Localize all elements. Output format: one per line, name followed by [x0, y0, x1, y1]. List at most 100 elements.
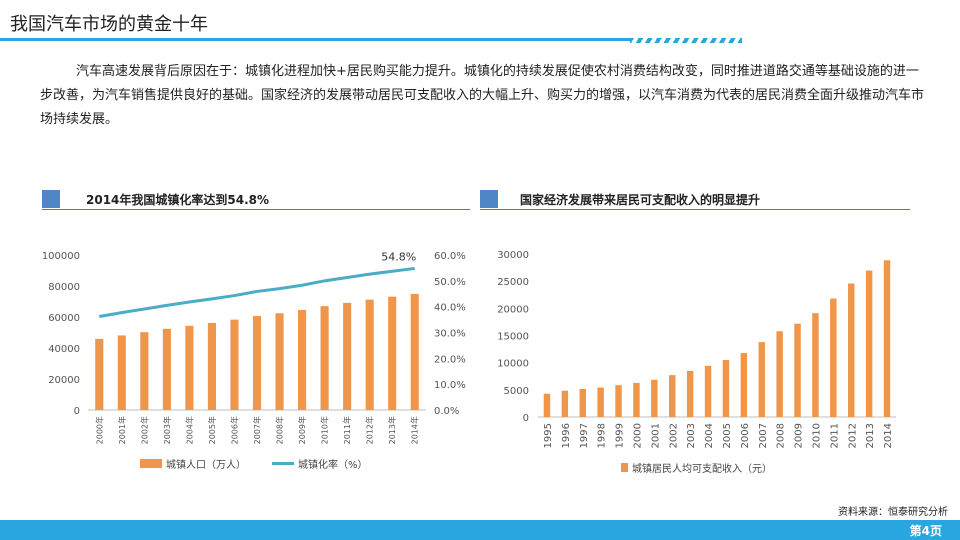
- x-tick-label: 2001: [650, 423, 661, 448]
- y-tick-label: 15000: [497, 332, 529, 343]
- x-tick-label: 2002年: [139, 416, 149, 444]
- x-tick-label: 2003: [686, 423, 697, 448]
- x-tick-label: 2001年: [117, 416, 127, 444]
- bar: [320, 306, 329, 410]
- x-tick-label: 2000年: [94, 416, 104, 444]
- chart2-title: 国家经济发展带来居民可支配收入的明显提升: [520, 193, 761, 207]
- x-tick-label: 1997: [579, 423, 590, 448]
- x-tick-label: 2006: [740, 423, 751, 448]
- y2-tick-label: 10.0%: [434, 380, 466, 391]
- bar: [758, 342, 765, 417]
- bar: [561, 390, 569, 417]
- bar: [865, 270, 873, 417]
- y-tick-label: 0: [74, 406, 80, 417]
- y2-tick-label: 20.0%: [434, 354, 466, 365]
- legend-swatch-income: [621, 463, 628, 472]
- x-tick-label: 2009: [794, 423, 805, 448]
- bar: [722, 359, 730, 417]
- title-rule: [0, 38, 630, 41]
- bar: [252, 316, 262, 410]
- x-tick-label: 2003年: [162, 416, 172, 444]
- bar: [162, 328, 171, 410]
- x-tick-label: 2006年: [229, 416, 239, 444]
- panel-marker-right: [480, 190, 498, 208]
- y-tick-label: 5000: [504, 386, 529, 397]
- income-chart: 0 5000 10000 15000 20000 25000 30000 1995 1996 19…: [497, 250, 896, 475]
- bar: [776, 331, 783, 417]
- x-tick-label: 2012年: [365, 416, 375, 444]
- bar: [686, 370, 694, 417]
- x-tick-label: 1996: [561, 423, 572, 448]
- bar: [597, 387, 604, 417]
- x-tick-label: 2004年: [184, 416, 194, 444]
- bar: [579, 388, 586, 417]
- x-tick-label: 2007: [758, 423, 769, 448]
- title-stripes: [630, 38, 742, 43]
- bar: [883, 260, 891, 417]
- legend-swatch-rate: [272, 462, 294, 465]
- bar: [615, 385, 622, 417]
- x-tick-label: 2002: [668, 423, 679, 448]
- y-tick-label: 60000: [48, 313, 80, 324]
- x-tick-label: 2008年: [275, 416, 285, 444]
- x-tick-label: 2005: [722, 423, 733, 448]
- page-number: 第4页: [909, 524, 942, 538]
- bar: [95, 338, 104, 410]
- x-tick-label: 2014: [883, 423, 894, 448]
- bar: [830, 298, 837, 417]
- bar: [275, 313, 284, 410]
- y2-tick-label: 40.0%: [434, 303, 466, 314]
- x-tick-label: 1995: [543, 423, 554, 448]
- x-tick-label: 2013: [865, 423, 876, 448]
- x-tick-label: 2005年: [207, 416, 217, 444]
- x-tick-label: 2011年: [342, 416, 352, 444]
- x-tick-label: 2007年: [252, 416, 262, 444]
- y-tick-label: 30000: [497, 250, 529, 261]
- panel-rule-right: [480, 209, 910, 210]
- bar: [543, 393, 551, 417]
- bar: [794, 323, 801, 417]
- bar: [848, 283, 855, 417]
- bar: [298, 310, 307, 410]
- bar: [410, 293, 419, 410]
- x-tick-label: 1999: [615, 423, 626, 448]
- bar: [365, 299, 374, 410]
- y2-tick-label: 60.0%: [434, 251, 466, 262]
- data-label-2014: 54.8%: [381, 250, 416, 263]
- legend-label-income: 城镇居民人均可支配收入（元）: [632, 462, 772, 475]
- panel-rule-left: [42, 209, 470, 210]
- bar: [343, 302, 352, 410]
- legend-swatch-population: [140, 459, 162, 468]
- y-tick-label: 40000: [48, 344, 80, 355]
- y2-tick-label: 30.0%: [434, 329, 466, 340]
- urbanization-rate-line: [99, 266, 415, 318]
- footer-bar: [0, 520, 960, 540]
- x-tick-label: 2008: [776, 423, 787, 448]
- x-tick-label: 2004: [704, 423, 715, 448]
- x-tick-label: 2010: [811, 423, 822, 448]
- x-tick-label: 2009年: [297, 416, 307, 444]
- bar: [185, 325, 194, 410]
- panel-marker-left: [42, 190, 60, 208]
- x-tick-label: 2011: [829, 423, 840, 448]
- x-tick-label: 2013年: [387, 416, 397, 444]
- bar: [230, 319, 239, 410]
- y-tick-label: 100000: [42, 251, 80, 262]
- y2-tick-label: 0.0%: [434, 406, 459, 417]
- y-tick-label: 25000: [497, 277, 529, 288]
- x-tick-label: 1998: [597, 423, 608, 448]
- chart1-title: 2014年我国城镇化率达到54.8%: [86, 193, 270, 207]
- bar: [117, 335, 126, 410]
- y-tick-label: 80000: [48, 282, 80, 293]
- y-tick-label: 20000: [48, 375, 80, 386]
- legend-label-rate: 城镇化率（%）: [298, 458, 368, 471]
- bar: [740, 353, 748, 417]
- urbanization-chart: 0 20000 40000 60000 80000 100000 0.0% 10.0% 20.0…: [42, 250, 466, 471]
- x-tick-label: 2014年: [410, 416, 420, 444]
- x-tick-label: 2010年: [320, 416, 330, 444]
- bar: [207, 322, 216, 410]
- y-tick-label: 10000: [497, 359, 529, 370]
- bar: [812, 313, 819, 417]
- y2-tick-label: 50.0%: [434, 277, 466, 288]
- bar: [669, 375, 676, 417]
